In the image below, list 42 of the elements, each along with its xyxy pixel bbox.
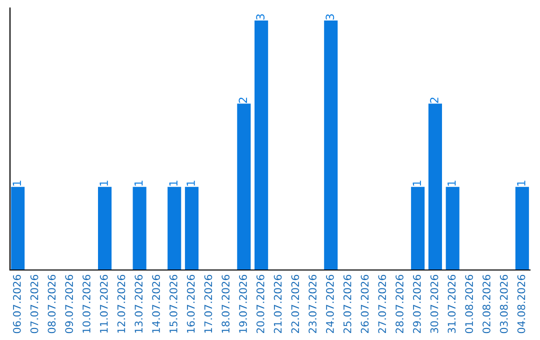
- data-label: 1: [448, 180, 456, 186]
- x-tick-label: 04.08.2026: [517, 274, 526, 334]
- data-label: 1: [517, 180, 526, 186]
- x-tick-label: 29.07.2026: [412, 274, 421, 334]
- x-tick-label: 19.07.2026: [239, 274, 247, 333]
- x-tick-label: 25.07.2026: [343, 274, 352, 334]
- x-tick-label: 08.07.2026: [48, 274, 56, 334]
- x-tick-label: 16.07.2026: [186, 274, 195, 333]
- x-tick-label: 22.07.2026: [291, 274, 300, 334]
- x-tick-label: 09.07.2026: [65, 274, 74, 334]
- data-label: 2: [238, 98, 247, 103]
- x-tick-label: 14.07.2026: [152, 274, 160, 333]
- x-tick-label: 18.07.2026: [222, 274, 230, 333]
- x-tick-label: 20.07.2026: [256, 274, 264, 334]
- x-tick-label: 12.07.2026: [117, 274, 126, 333]
- data-label: 1: [100, 180, 108, 186]
- x-tick-label: 07.07.2026: [30, 274, 38, 334]
- x-tick-label: 23.07.2026: [308, 274, 316, 334]
- data-label: 3: [256, 14, 265, 20]
- x-tick-label: 30.07.2026: [430, 274, 438, 334]
- x-tick-label: 15.07.2026: [169, 274, 178, 333]
- data-label: 1: [134, 180, 143, 186]
- x-tick-label: 03.08.2026: [500, 274, 508, 334]
- x-tick-label: 02.08.2026: [482, 274, 490, 334]
- data-label: 1: [412, 180, 421, 186]
- x-tick-label: 17.07.2026: [204, 274, 212, 333]
- x-tick-label: 11.07.2026: [100, 274, 108, 333]
- data-label: 3: [326, 14, 334, 20]
- data-label: 1: [12, 180, 21, 186]
- x-tick-label: 26.07.2026: [360, 274, 369, 334]
- x-tick-label: 28.07.2026: [396, 274, 404, 334]
- x-tick-label: 10.07.2026: [82, 274, 90, 333]
- x-tick-label: 24.07.2026: [326, 274, 334, 334]
- x-tick-label: 01.08.2026: [465, 274, 474, 334]
- data-label: 1: [186, 180, 195, 186]
- data-label: 2: [430, 98, 438, 103]
- data-label: 1: [169, 180, 178, 186]
- x-tick-label: 21.07.2026: [274, 274, 282, 334]
- x-tick-label: 27.07.2026: [378, 274, 386, 334]
- x-tick-label: 13.07.2026: [134, 274, 143, 333]
- x-tick-label: 06.07.2026: [12, 274, 21, 334]
- x-tick-label: 31.07.2026: [448, 274, 456, 334]
